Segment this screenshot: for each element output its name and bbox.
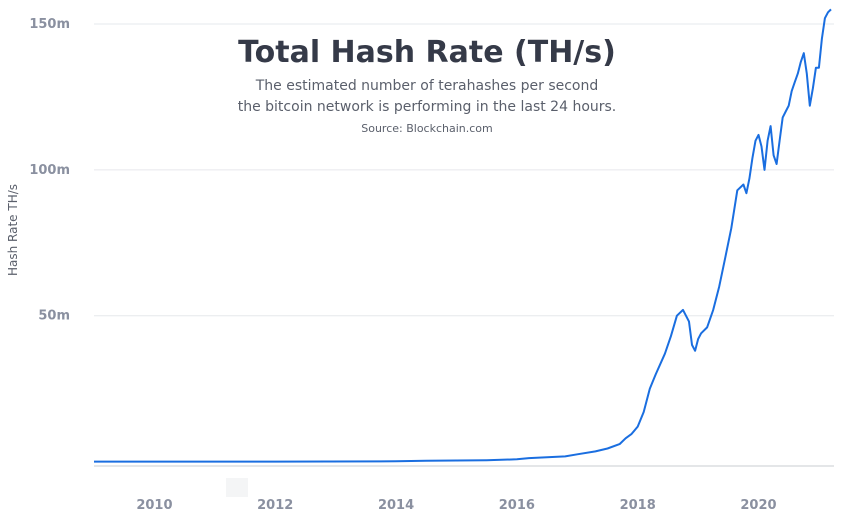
x-tick-label: 2014 xyxy=(378,498,414,513)
y-tick-label: 150m xyxy=(29,17,70,32)
y-tick-label: 50m xyxy=(38,309,70,324)
y-axis-label: Hash Rate TH/s xyxy=(6,183,20,277)
y-tick-label: 100m xyxy=(29,163,70,178)
chart-title: Total Hash Rate (TH/s) xyxy=(238,35,616,70)
y-axis-tick-labels: 50m 100m 150m xyxy=(29,17,70,324)
x-tick-label: 2018 xyxy=(620,498,656,513)
chart-header: Total Hash Rate (TH/s) The estimated num… xyxy=(217,33,637,138)
x-tick-label: 2010 xyxy=(136,498,172,513)
chart-subtitle-line-1: The estimated number of terahashes per s… xyxy=(255,78,599,94)
chart-source: Source: Blockchain.com xyxy=(361,122,493,135)
x-tick-label: 2012 xyxy=(257,498,293,513)
x-axis-tick-labels: 2010 2012 2014 2016 2018 2020 xyxy=(136,498,776,513)
hash-rate-series-line xyxy=(94,8,832,463)
x-tick-label: 2016 xyxy=(499,498,535,513)
x-tick-label: 2020 xyxy=(740,498,776,513)
axis-highlight-marker xyxy=(226,478,248,497)
chart-subtitle-line-2: the bitcoin network is performing in the… xyxy=(237,99,617,115)
